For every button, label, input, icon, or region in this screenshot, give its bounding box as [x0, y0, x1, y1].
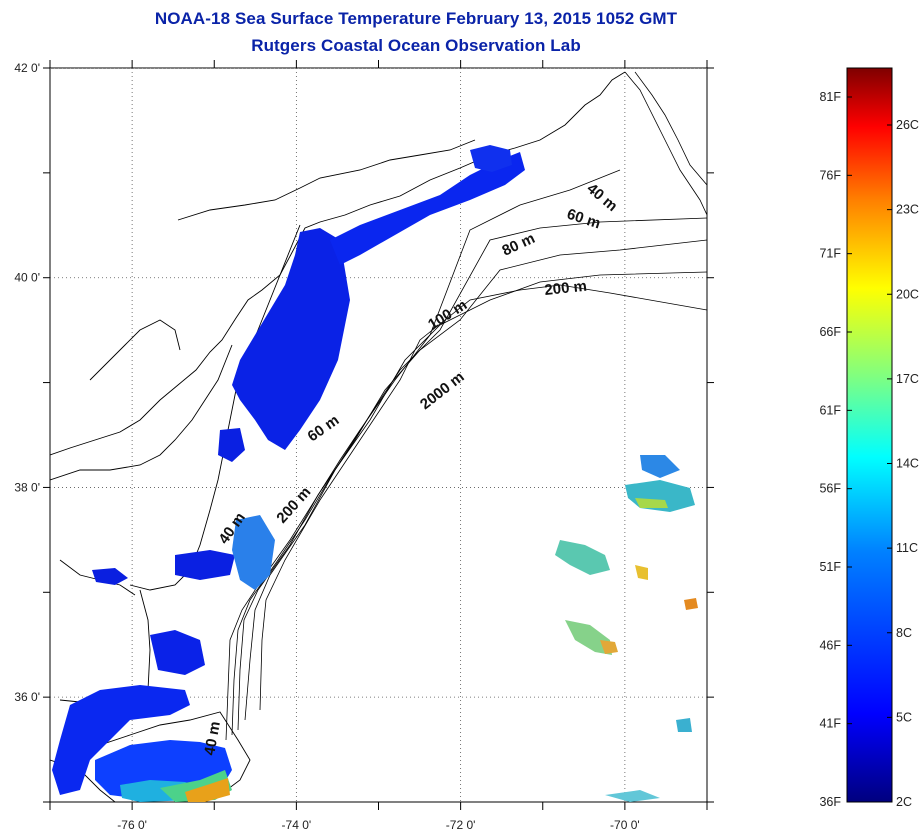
- lon-label: -72 0': [446, 818, 476, 832]
- colorbar-f-label: 41F: [819, 717, 841, 731]
- colorbar-c-label: 14C: [896, 457, 919, 471]
- colorbar-c-label: 8C: [896, 626, 912, 640]
- colorbar-f-label: 46F: [819, 638, 841, 652]
- colorbar-f-label: 56F: [819, 482, 841, 496]
- colorbar: [846, 67, 893, 803]
- colorbar-f-label: 36F: [819, 795, 841, 809]
- map-title: NOAA-18 Sea Surface Temperature February…: [154, 9, 678, 28]
- colorbar-c-label: 17C: [896, 372, 919, 386]
- bathymetry-contours: [225, 71, 707, 741]
- colorbar-c-label: 2C: [896, 795, 912, 809]
- colorbar-f-label: 66F: [819, 325, 841, 339]
- lon-label: -76 0': [117, 818, 147, 832]
- map-axes: 42 0' 40 0' 38 0' 36 0' -76 0' -74 0' -72 0' -7…: [14, 60, 714, 832]
- lon-label: -74 0': [282, 818, 312, 832]
- colorbar-c-label: 20C: [896, 287, 919, 301]
- map-content: 40 m 60 m 80 m 200 m 100 m 2000 m 60 m 2…: [50, 68, 707, 802]
- depth-label: 40 m: [201, 720, 224, 757]
- colorbar-labels: 81F 76F 71F 66F 61F 56F 51F 46F 41F 36F 26C 23C 20C 1…: [819, 90, 918, 809]
- map-subtitle: Rutgers Coastal Ocean Observation Lab: [251, 36, 581, 55]
- colorbar-c-label: 5C: [896, 710, 912, 724]
- colorbar-c-label: 23C: [896, 203, 919, 217]
- lon-label: -70 0': [610, 818, 640, 832]
- lat-label: 40 0': [14, 271, 40, 285]
- colorbar-f-label: 51F: [819, 560, 841, 574]
- map-frame: [49, 67, 708, 803]
- lat-label: 42 0': [14, 61, 40, 75]
- colorbar-c-label: 26C: [896, 118, 919, 132]
- sst-data: [52, 145, 698, 802]
- lat-label: 38 0': [14, 480, 40, 494]
- colorbar-f-label: 76F: [819, 168, 841, 182]
- depth-label: 200 m: [544, 278, 588, 299]
- colorbar-f-label: 81F: [819, 90, 841, 104]
- colorbar-f-label: 71F: [819, 247, 841, 261]
- gridlines: [50, 68, 707, 802]
- colorbar-f-label: 61F: [819, 403, 841, 417]
- colorbar-c-label: 11C: [896, 541, 918, 555]
- lat-label: 36 0': [14, 690, 40, 704]
